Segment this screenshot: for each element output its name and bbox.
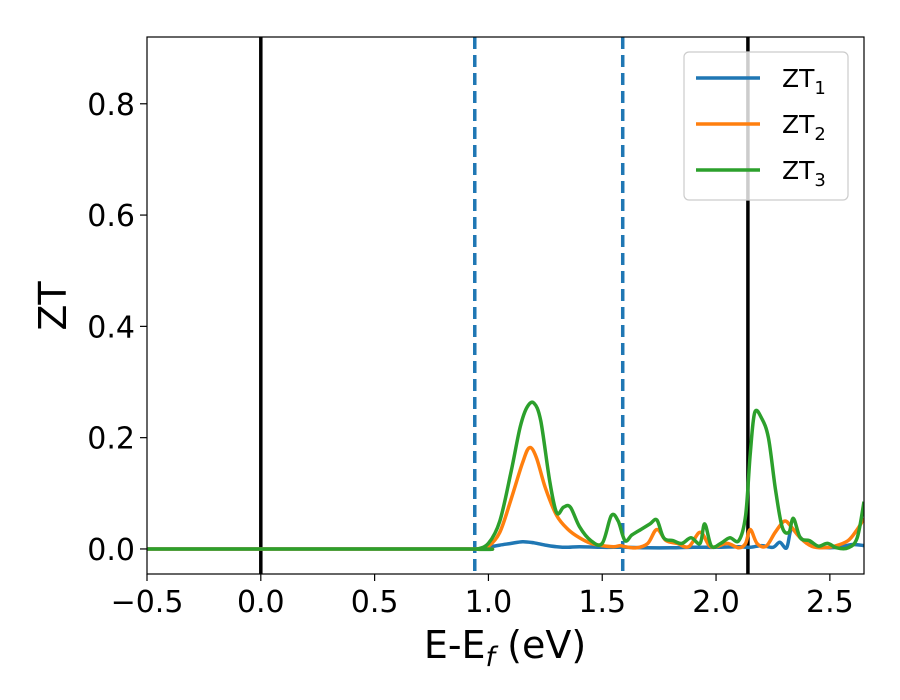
legend: ZT1 ZT2 ZT3 — [683, 51, 849, 201]
x-axis-title: E-Ef (eV) — [424, 623, 586, 673]
series-line-zt3 — [147, 400, 864, 552]
plot-frame — [146, 36, 865, 575]
y-tick-label: 0.0 — [87, 533, 135, 568]
legend-label-zt2: ZT2 — [782, 110, 826, 145]
y-tick-label: 0.6 — [87, 199, 135, 234]
x-tick-label: 1.0 — [465, 585, 513, 620]
y-axis-title: ZT — [31, 281, 75, 331]
legend-frame — [683, 51, 849, 201]
x-tick-label: 2.5 — [806, 585, 854, 620]
x-tick-label: 2.0 — [692, 585, 740, 620]
x-tick-label: 0.0 — [237, 585, 285, 620]
y-tick-label: 0.4 — [87, 310, 135, 345]
legend-label-zt3: ZT3 — [782, 156, 826, 191]
y-tick-label: 0.8 — [87, 88, 135, 123]
x-tick-label: 0.5 — [351, 585, 399, 620]
x-tick-label: −0.5 — [111, 585, 184, 620]
x-tick-label: 1.5 — [578, 585, 626, 620]
y-tick-label: 0.2 — [87, 422, 135, 457]
legend-label-zt1: ZT1 — [782, 64, 826, 99]
